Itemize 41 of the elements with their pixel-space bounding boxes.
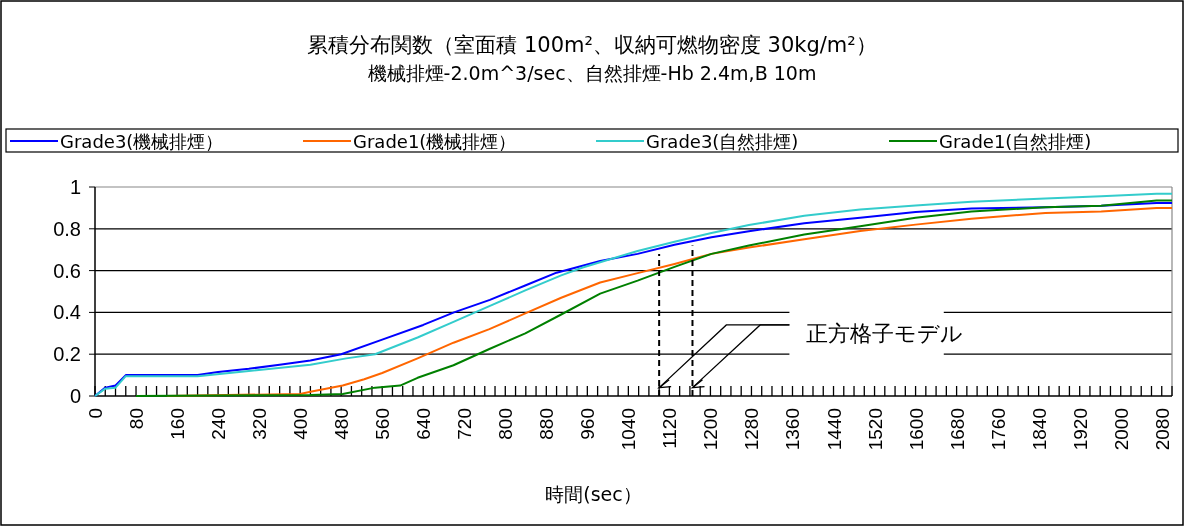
x-tick-label: 1760 [987, 408, 1009, 451]
x-tick-label: 1280 [741, 408, 763, 451]
x-tick-label: 480 [331, 408, 353, 440]
x-tick-label: 800 [495, 408, 517, 440]
x-tick-label: 1440 [823, 408, 845, 451]
x-tick-label: 1040 [618, 408, 640, 451]
x-tick-label: 880 [536, 408, 558, 440]
annotation: 正方格子モデル [805, 321, 963, 347]
x-tick-label: 1120 [659, 408, 681, 449]
legend-label: Grade3(機械排煙） [60, 131, 224, 152]
x-tick-label: 1600 [905, 408, 927, 451]
x-tick-label: 320 [249, 408, 271, 440]
x-tick-label: 0 [85, 408, 106, 419]
x-tick-label: 1840 [1028, 408, 1050, 451]
legend-label: Grade3(自然排煙) [646, 131, 799, 152]
y-tick-label: 0.8 [53, 217, 81, 240]
y-tick-label: 0.4 [53, 301, 81, 324]
x-tick-label: 560 [372, 408, 394, 440]
x-axis-title: 時間(sec） [545, 483, 642, 505]
x-tick-label: 720 [454, 408, 476, 440]
y-tick-label: 0.6 [53, 259, 81, 282]
chart-title: 累積分布関数（室面積 100m²、収納可燃物密度 30kg/m²） [307, 33, 877, 57]
chart-subtitle: 機械排煙-2.0m^3/sec、自然排煙-Hb 2.4m,B 10m [367, 62, 817, 84]
x-tick-label: 240 [208, 408, 230, 440]
x-tick-label: 1920 [1069, 408, 1091, 451]
x-tick-label: 640 [413, 408, 435, 440]
x-tick-label: 1360 [782, 408, 804, 451]
legend-label: Grade1(機械排煙） [353, 131, 517, 152]
x-tick-label: 2000 [1110, 408, 1132, 451]
x-tick-label: 960 [577, 408, 599, 440]
x-tick-label: 1680 [946, 408, 968, 451]
x-tick-label: 400 [290, 408, 312, 440]
x-tick-label: 160 [167, 408, 189, 440]
x-tick-label: 1200 [700, 408, 722, 451]
y-tick-label: 1 [69, 176, 81, 198]
x-tick-label: 80 [126, 408, 148, 430]
y-tick-label: 0 [69, 385, 81, 407]
x-tick-label: 1520 [864, 408, 886, 451]
legend-label: Grade1(自然排煙) [939, 131, 1092, 152]
x-tick-label: 2080 [1151, 408, 1173, 451]
y-tick-label: 0.2 [53, 343, 81, 366]
